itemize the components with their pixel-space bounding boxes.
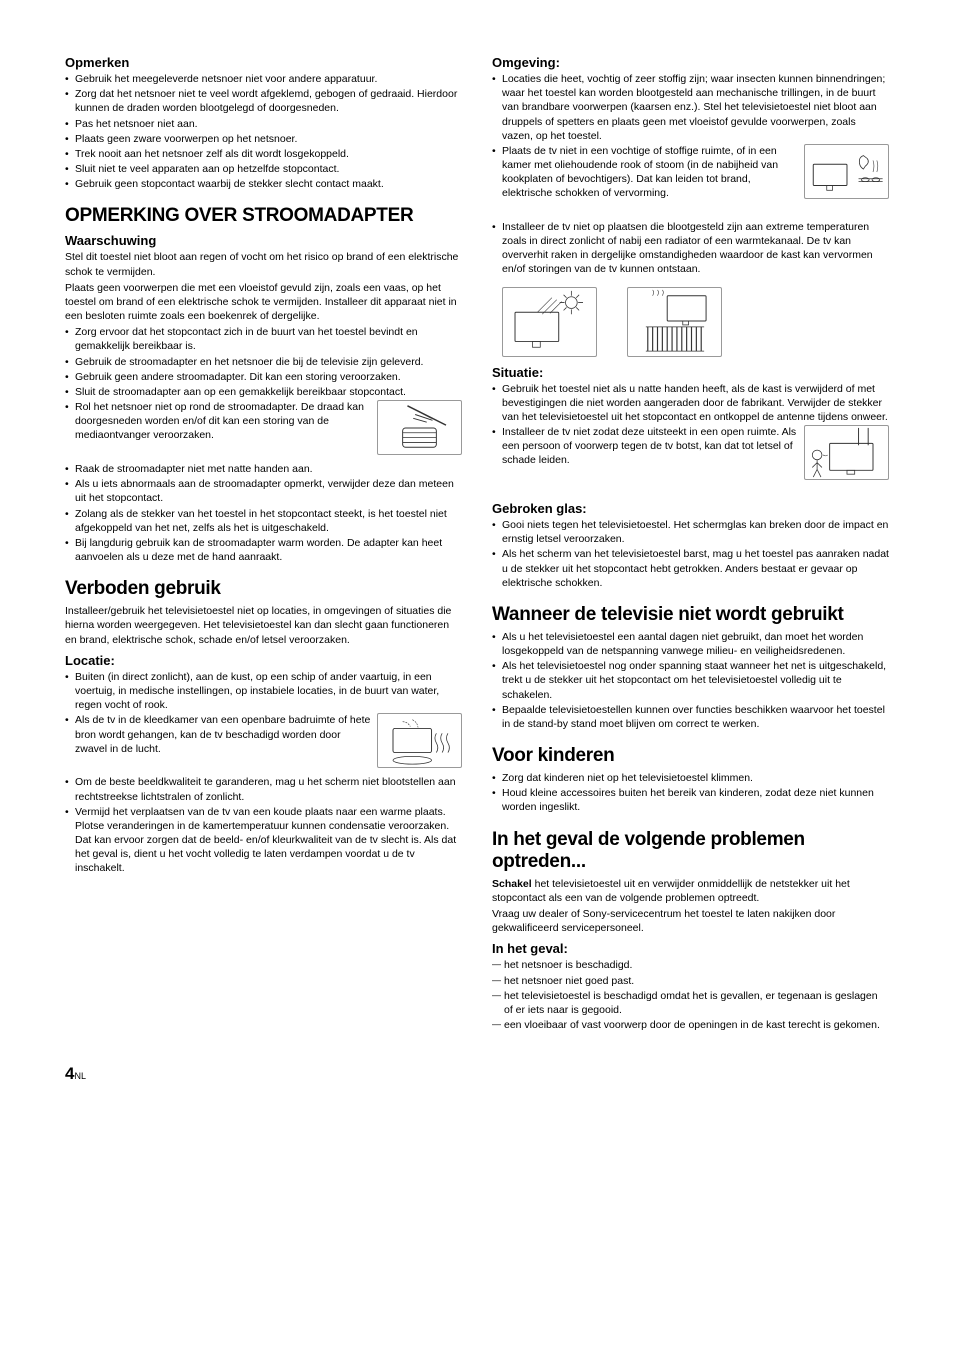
problemen-heading: In het geval de volgende problemen optre… bbox=[492, 829, 889, 873]
list-item: Zorg ervoor dat het stopcontact zich in … bbox=[65, 325, 462, 353]
body-text: Plaats geen voorwerpen die met een vloei… bbox=[65, 281, 462, 324]
list-item: Raak de stroomadapter niet met natte han… bbox=[65, 462, 462, 476]
list-item-text: Installeer de tv niet zodat deze uitstee… bbox=[502, 426, 796, 466]
list-item: Gooi niets tegen het televisietoestel. H… bbox=[492, 518, 889, 546]
list-item: Pas het netsnoer niet aan. bbox=[65, 117, 462, 131]
list-item: Sluit niet te veel apparaten aan op hetz… bbox=[65, 162, 462, 176]
body-text: Stel dit toestel niet bloot aan regen of… bbox=[65, 250, 462, 278]
body-text: Installeer/gebruik het televisietoestel … bbox=[65, 604, 462, 647]
list-item: Installeer de tv niet op plaatsen die bl… bbox=[492, 220, 889, 277]
stroom-heading: OPMERKING OVER STROOMADAPTER bbox=[65, 205, 462, 227]
list-item: Gebruik geen andere stroomadapter. Dit k… bbox=[65, 370, 462, 384]
geval-heading: In het geval: bbox=[492, 941, 889, 956]
locatie-list-2: Om de beste beeldkwaliteit te garanderen… bbox=[65, 775, 462, 875]
figure-row bbox=[492, 287, 889, 357]
list-item: Sluit de stroomadapter aan op een gemakk… bbox=[65, 385, 462, 399]
list-item: Gebruik het toestel niet als u natte han… bbox=[492, 382, 889, 425]
tv-steam-icon bbox=[377, 713, 462, 768]
list-item: Als u het televisietoestel een aantal da… bbox=[492, 630, 889, 658]
list-item: Als het televisietoestel nog onder spann… bbox=[492, 659, 889, 702]
page-number: 4NL bbox=[65, 1064, 889, 1084]
cord-adapter-icon bbox=[377, 400, 462, 455]
locatie-list: Buiten (in direct zonlicht), aan de kust… bbox=[65, 670, 462, 774]
list-item: het netsnoer is beschadigd. bbox=[492, 958, 889, 972]
opmerken-list: Gebruik het meegeleverde netsnoer niet v… bbox=[65, 72, 462, 191]
glas-list: Gooi niets tegen het televisietoestel. H… bbox=[492, 518, 889, 590]
list-item: Trek nooit aan het netsnoer zelf als dit… bbox=[65, 147, 462, 161]
list-item-text: Als de tv in de kleedkamer van een openb… bbox=[75, 714, 370, 754]
tv-sun-icon bbox=[502, 287, 597, 357]
body-text: Schakel het televisietoestel uit en verw… bbox=[492, 877, 889, 905]
list-item-with-figure: Plaats de tv niet in een vochtige of sto… bbox=[492, 144, 889, 219]
list-item: Plaats geen zware voorwerpen op het nets… bbox=[65, 132, 462, 146]
wanneer-heading: Wanneer de televisie niet wordt gebruikt bbox=[492, 604, 889, 626]
verboden-heading: Verboden gebruik bbox=[65, 578, 462, 600]
locatie-heading: Locatie: bbox=[65, 653, 462, 668]
rest-text: het televisietoestel uit en verwijder on… bbox=[492, 878, 850, 904]
situatie-heading: Situatie: bbox=[492, 365, 889, 380]
list-item: Houd kleine accessoires buiten het berei… bbox=[492, 786, 889, 814]
omgeving-list: Locaties die heet, vochtig of zeer stoff… bbox=[492, 72, 889, 277]
list-item-with-figure: Installeer de tv niet zodat deze uitstee… bbox=[492, 425, 889, 495]
situatie-list: Gebruik het toestel niet als u natte han… bbox=[492, 382, 889, 496]
list-item: Bepaalde televisietoestellen kunnen over… bbox=[492, 703, 889, 731]
tv-radiator-icon bbox=[627, 287, 722, 357]
list-item: Als het scherm van het televisietoestel … bbox=[492, 547, 889, 590]
kinderen-heading: Voor kinderen bbox=[492, 745, 889, 767]
page-lang: NL bbox=[74, 1071, 86, 1081]
two-column-layout: Opmerken Gebruik het meegeleverde netsno… bbox=[65, 55, 889, 1034]
opmerken-heading: Opmerken bbox=[65, 55, 462, 70]
geval-list: het netsnoer is beschadigd. het netsnoer… bbox=[492, 958, 889, 1032]
waarschuwing-heading: Waarschuwing bbox=[65, 233, 462, 248]
list-item: Gebruik de stroomadapter en het netsnoer… bbox=[65, 355, 462, 369]
left-column: Opmerken Gebruik het meegeleverde netsno… bbox=[65, 55, 462, 1034]
list-item: het netsnoer niet goed past. bbox=[492, 974, 889, 988]
wanneer-list: Als u het televisietoestel een aantal da… bbox=[492, 630, 889, 731]
list-item: het televisietoestel is beschadigd omdat… bbox=[492, 989, 889, 1017]
glas-heading: Gebroken glas: bbox=[492, 501, 889, 516]
list-item-with-figure: Als de tv in de kleedkamer van een openb… bbox=[65, 713, 462, 773]
stroom-list-2: Raak de stroomadapter niet met natte han… bbox=[65, 462, 462, 564]
omgeving-heading: Omgeving: bbox=[492, 55, 889, 70]
list-item-text: Plaats de tv niet in een vochtige of sto… bbox=[502, 145, 778, 200]
tv-protrude-icon bbox=[804, 425, 889, 480]
list-item: Gebruik geen stopcontact waarbij de stek… bbox=[65, 177, 462, 191]
body-text: Vraag uw dealer of Sony-servicecentrum h… bbox=[492, 907, 889, 935]
list-item: Buiten (in direct zonlicht), aan de kust… bbox=[65, 670, 462, 713]
right-column: Omgeving: Locaties die heet, vochtig of … bbox=[492, 55, 889, 1034]
lead-word: Schakel bbox=[492, 878, 532, 890]
list-item: een vloeibaar of vast voorwerp door de o… bbox=[492, 1018, 889, 1032]
list-item-text: Rol het netsnoer niet op rond de strooma… bbox=[75, 401, 364, 441]
list-item-with-figure: Rol het netsnoer niet op rond de strooma… bbox=[65, 400, 462, 460]
list-item: Als u iets abnormaals aan de stroomadapt… bbox=[65, 477, 462, 505]
stroom-list-1: Zorg ervoor dat het stopcontact zich in … bbox=[65, 325, 462, 460]
list-item: Zorg dat het netsnoer niet te veel wordt… bbox=[65, 87, 462, 115]
list-item: Om de beste beeldkwaliteit te garanderen… bbox=[65, 775, 462, 803]
kinderen-list: Zorg dat kinderen niet op het televisiet… bbox=[492, 771, 889, 815]
list-item: Zorg dat kinderen niet op het televisiet… bbox=[492, 771, 889, 785]
tv-kitchen-icon bbox=[804, 144, 889, 199]
list-item: Gebruik het meegeleverde netsnoer niet v… bbox=[65, 72, 462, 86]
list-item: Zolang als de stekker van het toestel in… bbox=[65, 507, 462, 535]
list-item: Vermijd het verplaatsen van de tv van ee… bbox=[65, 805, 462, 876]
list-item: Locaties die heet, vochtig of zeer stoff… bbox=[492, 72, 889, 143]
list-item: Bij langdurig gebruik kan de stroomadapt… bbox=[65, 536, 462, 564]
